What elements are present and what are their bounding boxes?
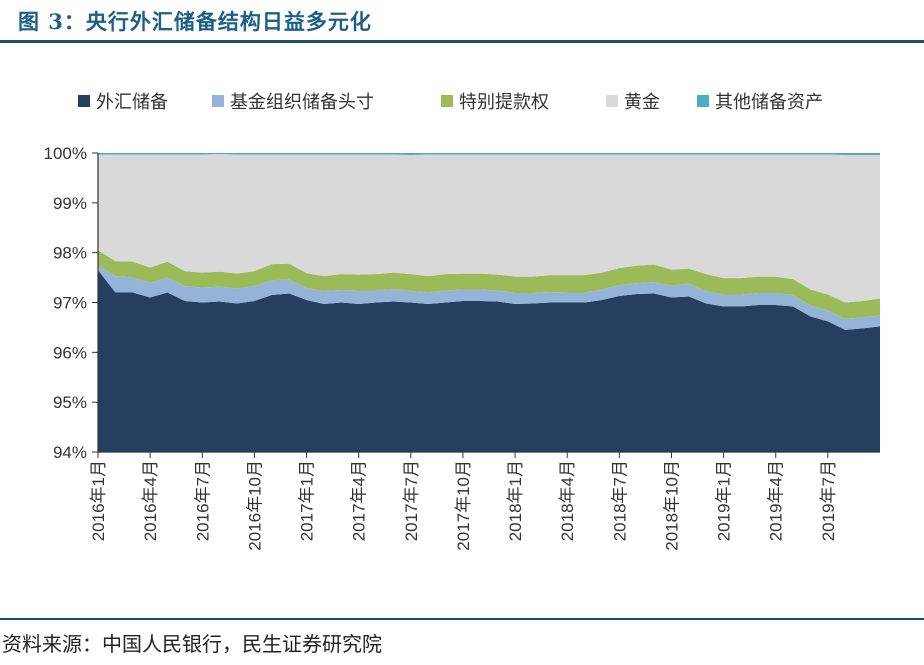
legend-item: 黄金 — [606, 92, 660, 113]
y-tick-label: 97% — [53, 294, 87, 313]
y-tick-label: 98% — [53, 244, 87, 263]
chart-legend: 外汇储备 基金组织储备头寸 特别提款权 黄金 其他储备资产 — [78, 92, 823, 113]
chart-axes: 94% 95% 96% 97% 98% 99% 100% 2016年1月 2016年4月 2016… — [44, 144, 880, 551]
legend-label: 特别提款权 — [459, 92, 549, 113]
title-rule — [0, 40, 924, 43]
area-series — [98, 250, 880, 319]
area-series — [98, 270, 880, 452]
x-tick-label: 2016年7月 — [193, 460, 212, 541]
source-rule — [0, 618, 924, 620]
y-tick-label: 100% — [44, 144, 87, 163]
x-tick-label: 2018年10月 — [663, 460, 682, 551]
legend-swatch — [78, 95, 90, 107]
legend-label: 黄金 — [624, 92, 660, 113]
x-tick-label: 2017年10月 — [454, 460, 473, 551]
legend-item: 其他储备资产 — [697, 92, 823, 113]
legend-item: 特别提款权 — [441, 92, 549, 113]
legend-swatch — [212, 95, 224, 107]
area-series — [98, 153, 880, 155]
x-tick-label: 2017年1月 — [298, 460, 317, 541]
plot-areas — [98, 153, 880, 452]
y-tick-label: 95% — [53, 393, 87, 412]
x-tick-label: 2016年10月 — [245, 460, 264, 551]
legend-label: 外汇储备 — [96, 92, 168, 113]
area-series — [98, 154, 880, 303]
stacked-area-chart: 外汇储备 基金组织储备头寸 特别提款权 黄金 其他储备资产 94% 95% 96% 97% 98… — [44, 92, 880, 551]
legend-item: 基金组织储备头寸 — [212, 92, 374, 113]
y-tick-label: 96% — [53, 343, 87, 362]
y-tick-label: 99% — [53, 194, 87, 213]
legend-swatch — [697, 95, 709, 107]
y-tick-label: 94% — [53, 443, 87, 462]
figure-title: 图 3：央行外汇储备结构日益多元化 — [18, 9, 372, 34]
legend-item: 外汇储备 — [78, 92, 168, 113]
source-note: 资料来源：中国人民银行，民生证券研究院 — [2, 632, 382, 656]
x-tick-label: 2018年7月 — [610, 460, 629, 541]
legend-label: 其他储备资产 — [715, 92, 823, 113]
x-tick-label: 2016年4月 — [141, 460, 160, 541]
x-tick-label: 2017年4月 — [350, 460, 369, 541]
x-tick-label: 2019年4月 — [767, 460, 786, 541]
legend-swatch — [441, 95, 453, 107]
x-tick-label: 2019年7月 — [819, 460, 838, 541]
legend-label: 基金组织储备头寸 — [230, 92, 374, 113]
x-tick-label: 2018年4月 — [558, 460, 577, 541]
legend-swatch — [606, 95, 618, 107]
x-tick-label: 2016年1月 — [89, 460, 108, 541]
x-tick-label: 2018年1月 — [506, 460, 525, 541]
x-tick-label: 2019年1月 — [715, 460, 734, 541]
x-tick-label: 2017年7月 — [402, 460, 421, 541]
area-series — [98, 265, 880, 330]
